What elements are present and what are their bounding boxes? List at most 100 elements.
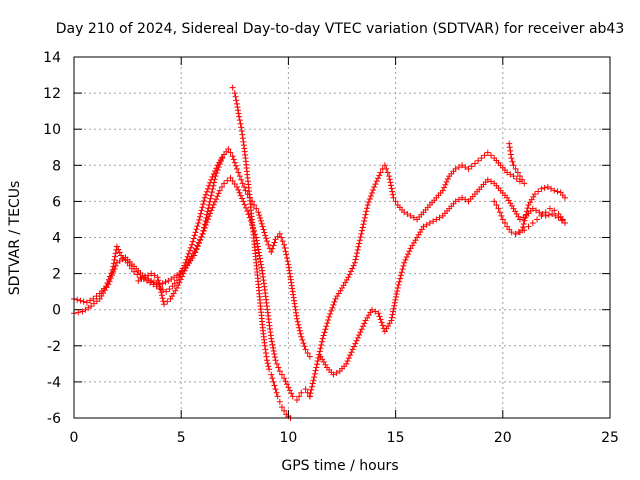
interpolated-point — [355, 243, 362, 250]
interpolated-point — [369, 189, 376, 196]
data-point — [531, 191, 538, 198]
interpolated-point — [548, 185, 555, 192]
interpolated-point — [282, 248, 289, 255]
interpolated-point — [404, 211, 411, 218]
data-point — [272, 386, 279, 393]
interpolated-point — [189, 238, 196, 245]
interpolated-point — [256, 252, 263, 259]
interpolated-point — [364, 205, 371, 212]
data-point — [113, 243, 120, 250]
interpolated-point — [214, 167, 221, 174]
interpolated-point — [309, 380, 316, 387]
data-point — [163, 288, 170, 295]
data-point — [212, 173, 219, 180]
data-point — [302, 386, 309, 393]
interpolated-point — [318, 338, 325, 345]
interpolated-point — [209, 185, 216, 192]
data-point — [452, 198, 459, 205]
data-point — [272, 357, 279, 364]
data-point — [266, 366, 273, 373]
interpolated-point — [176, 279, 183, 286]
interpolated-point — [214, 193, 221, 200]
data-point — [544, 183, 551, 190]
interpolated-point — [329, 304, 336, 311]
interpolated-point — [269, 375, 276, 382]
interpolated-point — [281, 245, 288, 252]
data-point — [508, 229, 515, 236]
interpolated-point — [235, 107, 242, 114]
data-point — [529, 220, 536, 227]
interpolated-point — [216, 161, 223, 168]
interpolated-point — [383, 165, 390, 172]
interpolated-point — [257, 258, 264, 265]
interpolated-point — [436, 214, 443, 221]
data-point — [459, 194, 466, 201]
interpolated-point — [283, 251, 290, 258]
interpolated-point — [372, 308, 379, 315]
data-point — [227, 174, 234, 181]
data-point — [510, 162, 517, 169]
interpolated-point — [357, 329, 364, 336]
data-point — [240, 198, 247, 205]
data-point — [270, 378, 277, 385]
interpolated-point — [265, 241, 272, 248]
data-point — [388, 317, 395, 324]
interpolated-point — [316, 348, 323, 355]
interpolated-point — [352, 340, 359, 347]
interpolated-point — [196, 213, 203, 220]
interpolated-point — [192, 229, 199, 236]
interpolated-point — [198, 233, 205, 240]
interpolated-point — [110, 269, 117, 276]
interpolated-point — [301, 343, 308, 350]
interpolated-point — [157, 286, 164, 293]
interpolated-point — [213, 196, 220, 203]
interpolated-point — [455, 164, 462, 171]
data-point — [278, 404, 285, 411]
data-point — [512, 165, 519, 172]
interpolated-point — [193, 226, 200, 233]
interpolated-point — [372, 181, 379, 188]
interpolated-point — [468, 163, 475, 170]
y-tick-label: -4 — [47, 375, 61, 391]
interpolated-point — [253, 205, 260, 212]
interpolated-point — [138, 276, 145, 283]
interpolated-point — [387, 179, 394, 186]
interpolated-point — [523, 208, 530, 215]
interpolated-point — [107, 275, 114, 282]
interpolated-point — [235, 169, 242, 176]
data-point — [242, 187, 249, 194]
interpolated-point — [239, 195, 246, 202]
interpolated-point — [106, 278, 113, 285]
interpolated-point — [269, 341, 276, 348]
interpolated-point — [321, 329, 328, 336]
interpolated-point — [378, 319, 385, 326]
interpolated-point — [270, 347, 277, 354]
interpolated-point — [197, 236, 204, 243]
interpolated-point — [194, 223, 201, 230]
interpolated-point — [442, 181, 449, 188]
interpolated-point — [187, 244, 194, 251]
interpolated-point — [521, 217, 528, 224]
interpolated-point — [259, 267, 266, 274]
interpolated-point — [263, 353, 270, 360]
interpolated-point — [134, 271, 141, 278]
interpolated-point — [241, 183, 248, 190]
data-point — [407, 212, 414, 219]
interpolated-point — [273, 360, 280, 367]
data-point — [514, 169, 521, 176]
interpolated-point — [533, 207, 540, 214]
interpolated-point — [501, 220, 508, 227]
interpolated-point — [348, 268, 355, 275]
interpolated-point — [358, 326, 365, 333]
data-point — [516, 216, 523, 223]
interpolated-point — [233, 97, 240, 104]
interpolated-point — [524, 205, 531, 212]
interpolated-point — [264, 360, 271, 367]
data-point — [193, 245, 200, 252]
interpolated-point — [349, 265, 356, 272]
interpolated-point — [268, 338, 275, 345]
data-point — [313, 364, 320, 371]
data-point — [426, 220, 433, 227]
interpolated-point — [362, 211, 369, 218]
interpolated-point — [213, 170, 220, 177]
